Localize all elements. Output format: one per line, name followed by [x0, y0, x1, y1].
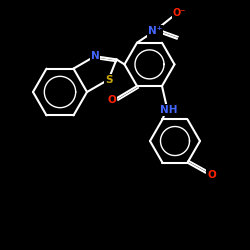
Text: O: O	[207, 170, 216, 180]
Text: NH: NH	[160, 105, 178, 115]
Text: S: S	[105, 74, 112, 85]
Text: N: N	[91, 51, 100, 61]
Text: O: O	[108, 95, 116, 105]
Text: N⁺: N⁺	[148, 26, 162, 36]
Text: O⁻: O⁻	[172, 8, 186, 18]
